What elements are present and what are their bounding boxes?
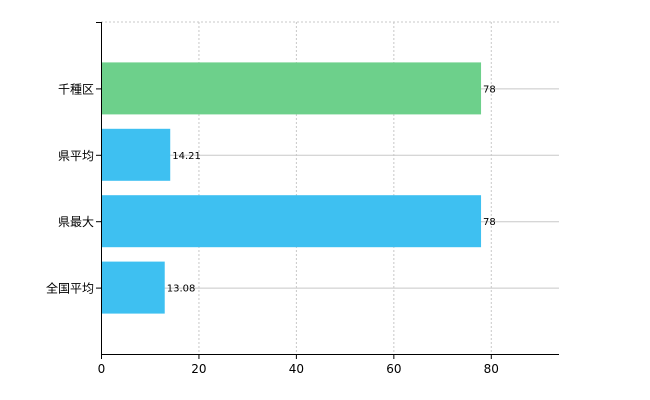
bar: [101, 195, 482, 248]
bar-value-label: 78: [483, 217, 496, 228]
bar-value-label: 78: [483, 84, 496, 95]
x-tick-label: 40: [289, 362, 304, 376]
labels: 78 千種区 14.21 県平均 78 県最大 13.08 全国平均 0 20 40 60 80: [46, 22, 499, 376]
x-tick-label: 20: [191, 362, 206, 376]
y-tick-label: 全国平均: [46, 281, 94, 296]
bar-value-label: 13.08: [167, 284, 196, 295]
bar: [101, 62, 482, 115]
x-tick-label: 0: [98, 362, 106, 376]
y-tick-label: 県平均: [58, 149, 94, 163]
y-tick-label: 千種区: [58, 82, 94, 96]
axes: [101, 22, 559, 355]
x-tick-label: 80: [484, 362, 499, 376]
bars: [101, 62, 482, 314]
x-tick-label: 60: [386, 362, 401, 376]
y-tick-label: 県最大: [58, 215, 94, 229]
bar: [101, 128, 171, 181]
bar-value-label: 14.21: [172, 151, 201, 162]
bar: [101, 261, 165, 314]
